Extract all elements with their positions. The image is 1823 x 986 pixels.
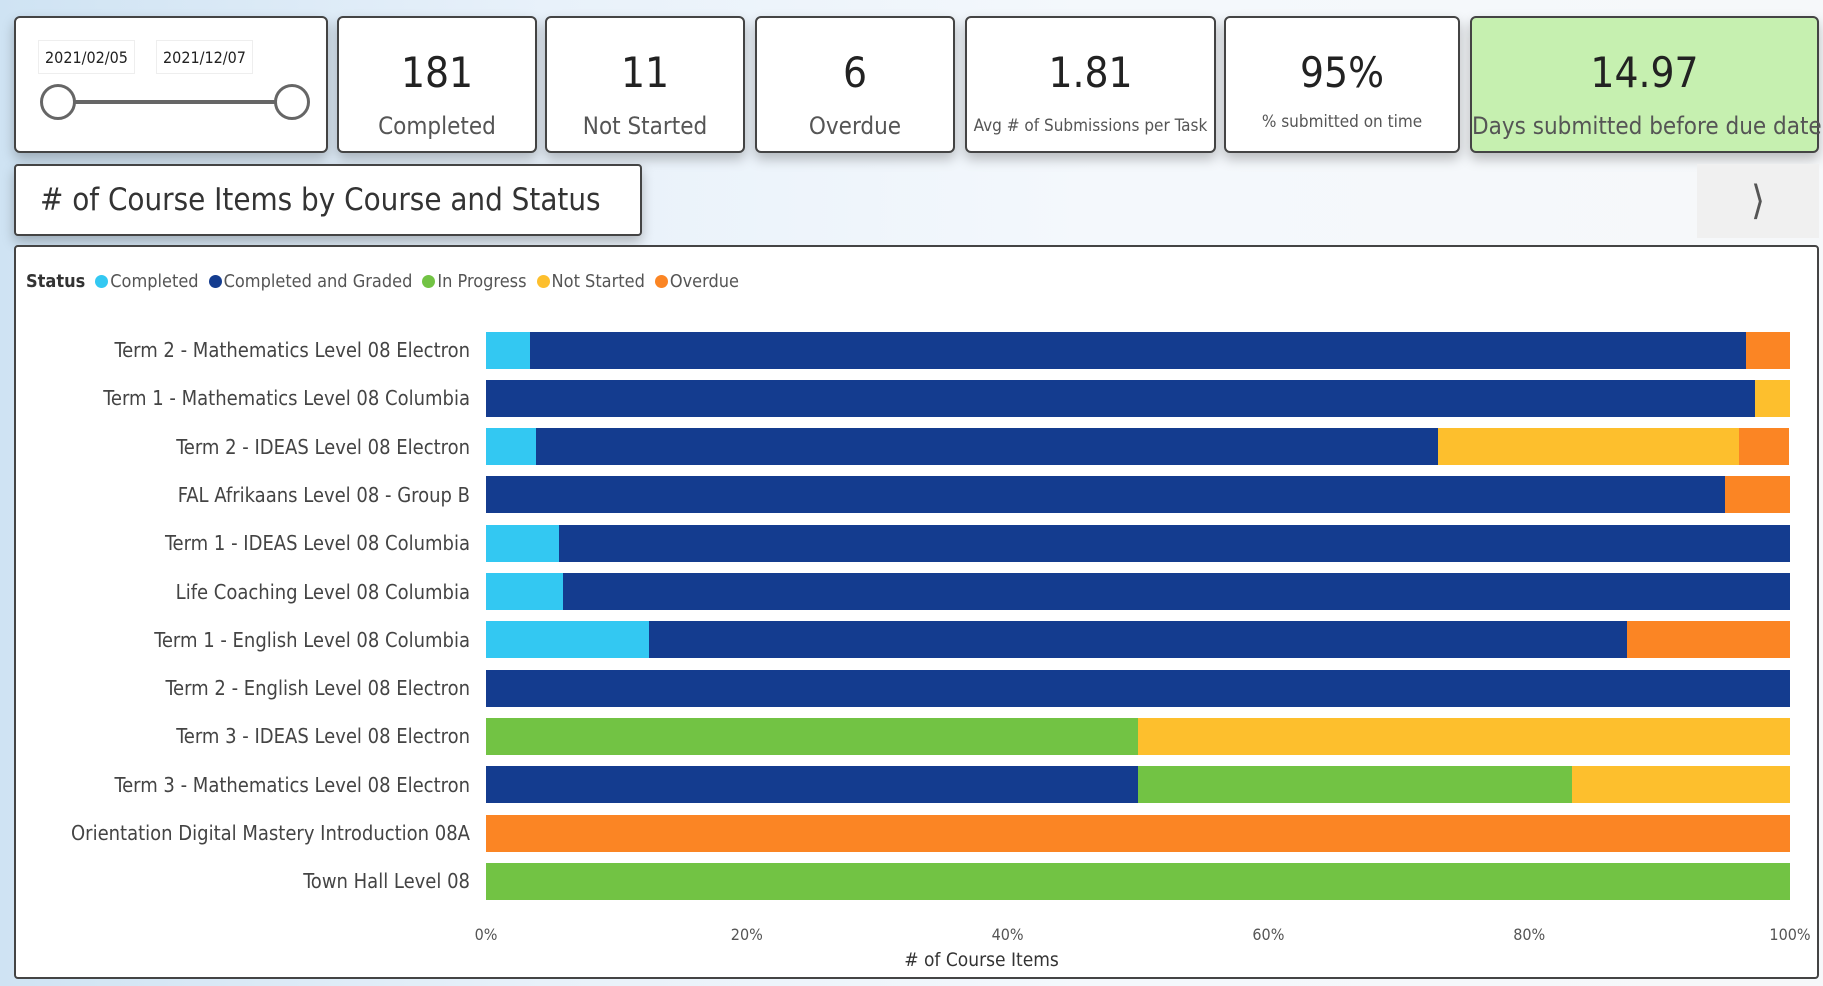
category-label: Term 2 - IDEAS Level 08 Electron bbox=[176, 434, 470, 459]
legend-item[interactable]: In Progress bbox=[422, 271, 527, 292]
slider-track[interactable] bbox=[68, 100, 288, 104]
kpi-label: Overdue bbox=[808, 112, 902, 140]
x-tick-label: 80% bbox=[1513, 925, 1546, 944]
legend-item[interactable]: Overdue bbox=[654, 271, 740, 292]
bar-segment-overdue[interactable] bbox=[1627, 621, 1790, 659]
category-label: Term 3 - Mathematics Level 08 Electron bbox=[114, 772, 470, 797]
chart-title: # of Course Items by Course and Status bbox=[14, 164, 642, 236]
category-label: Term 1 - IDEAS Level 08 Columbia bbox=[164, 531, 470, 556]
kpi-completed: 181 Completed bbox=[337, 16, 537, 153]
x-axis-title: # of Course Items bbox=[904, 949, 1059, 971]
bar-segment-not-started[interactable] bbox=[1754, 379, 1790, 417]
legend-label: Overdue bbox=[669, 271, 740, 292]
kpi-value: 14.97 bbox=[1590, 48, 1699, 97]
date-range-slider: 2021/02/05 2021/12/07 bbox=[14, 16, 328, 153]
bar-segment-completed-and-graded[interactable] bbox=[535, 428, 1438, 466]
kpi-value: 1.81 bbox=[1048, 48, 1133, 97]
kpi-overdue: 6 Overdue bbox=[755, 16, 955, 153]
legend-dot-icon bbox=[536, 275, 550, 288]
legend-dot-icon bbox=[654, 275, 668, 288]
category-label: Term 3 - IDEAS Level 08 Electron bbox=[176, 724, 470, 749]
bar-segment-completed-and-graded[interactable] bbox=[486, 766, 1138, 804]
x-tick-label: 60% bbox=[1252, 925, 1285, 944]
bar-segment-completed-and-graded[interactable] bbox=[562, 573, 1790, 610]
bar-segment-completed-and-graded[interactable] bbox=[559, 524, 1790, 562]
x-tick-label: 0% bbox=[474, 925, 498, 944]
bar-segment-completed[interactable] bbox=[486, 524, 560, 562]
kpi-days-before-due: 14.97 Days submitted before due date bbox=[1470, 16, 1822, 153]
stacked-bar-chart: Status Completed Completed and Graded In P… bbox=[14, 245, 1819, 979]
bar-segment-not-started[interactable] bbox=[1138, 717, 1790, 755]
kpi-label: Avg # of Submissions per Task bbox=[973, 116, 1208, 136]
kpi-value: 6 bbox=[842, 48, 868, 97]
category-label: Town Hall Level 08 bbox=[303, 869, 470, 894]
bar-segment-completed[interactable] bbox=[486, 428, 536, 466]
x-tick-label: 20% bbox=[730, 925, 763, 944]
kpi-label: Completed bbox=[378, 112, 496, 140]
kpi-avg-submissions: 1.81 Avg # of Submissions per Task bbox=[965, 16, 1216, 153]
category-label: Term 1 - Mathematics Level 08 Columbia bbox=[103, 386, 470, 411]
legend-item[interactable]: Not Started bbox=[536, 271, 645, 292]
legend-item[interactable]: Completed and Graded bbox=[208, 271, 413, 292]
bar-segment-completed-and-graded[interactable] bbox=[649, 621, 1627, 659]
category-label: FAL Afrikaans Level 08 - Group B bbox=[177, 482, 470, 507]
x-tick-label: 100% bbox=[1769, 925, 1811, 944]
kpi-label: Not Started bbox=[582, 112, 708, 140]
kpi-value: 95% bbox=[1300, 48, 1384, 97]
bar-segment-completed[interactable] bbox=[486, 331, 531, 369]
bar-segment-completed[interactable] bbox=[486, 573, 563, 610]
bar-segment-overdue[interactable] bbox=[1745, 331, 1790, 369]
bar-segment-completed-and-graded[interactable] bbox=[486, 379, 1755, 417]
kpi-value: 11 bbox=[620, 48, 670, 97]
legend: Status Completed Completed and Graded In P… bbox=[26, 271, 745, 292]
legend-item[interactable]: Completed bbox=[95, 271, 199, 292]
category-label: Life Coaching Level 08 Columbia bbox=[175, 579, 470, 604]
start-date-input[interactable]: 2021/02/05 bbox=[38, 40, 135, 74]
x-tick-label: 40% bbox=[991, 925, 1024, 944]
legend-title: Status bbox=[26, 271, 86, 292]
bar-segment-completed[interactable] bbox=[486, 621, 649, 659]
bar-segment-in-progress[interactable] bbox=[1138, 766, 1573, 804]
legend-dot-icon bbox=[422, 275, 436, 288]
legend-dot-icon bbox=[95, 275, 109, 288]
category-label: Term 1 - English Level 08 Columbia bbox=[154, 627, 470, 652]
chevron-right-icon: ⟩ bbox=[1750, 178, 1766, 224]
bar-segment-completed-and-graded[interactable] bbox=[530, 331, 1746, 369]
bar-segment-in-progress[interactable] bbox=[486, 717, 1138, 755]
kpi-not-started: 11 Not Started bbox=[545, 16, 745, 153]
kpi-label: Days submitted before due date bbox=[1472, 112, 1822, 140]
legend-label: In Progress bbox=[437, 271, 527, 292]
kpi-label: % submitted on time bbox=[1261, 112, 1423, 132]
legend-dot-icon bbox=[208, 275, 222, 288]
legend-label: Not Started bbox=[551, 271, 645, 292]
bar-segment-completed-and-graded[interactable] bbox=[486, 476, 1725, 514]
legend-label: Completed and Graded bbox=[223, 271, 413, 292]
bar-segment-completed-and-graded[interactable] bbox=[486, 669, 1790, 707]
bar-segment-overdue[interactable] bbox=[486, 814, 1790, 852]
bar-segment-not-started[interactable] bbox=[1572, 766, 1790, 804]
bar-segment-overdue[interactable] bbox=[1724, 476, 1790, 514]
category-label: Orientation Digital Mastery Introduction… bbox=[71, 821, 470, 845]
bar-segment-in-progress[interactable] bbox=[486, 862, 1790, 900]
kpi-submitted-on-time: 95% % submitted on time bbox=[1224, 16, 1460, 153]
slider-start-handle[interactable] bbox=[40, 84, 76, 120]
end-date-input[interactable]: 2021/12/07 bbox=[156, 40, 253, 74]
category-label: Term 2 - English Level 08 Electron bbox=[165, 676, 470, 701]
bar-segment-overdue[interactable] bbox=[1739, 428, 1789, 466]
category-label: Term 2 - Mathematics Level 08 Electron bbox=[114, 338, 470, 362]
kpi-value: 181 bbox=[400, 48, 474, 97]
legend-label: Completed bbox=[110, 271, 199, 292]
slider-end-handle[interactable] bbox=[274, 84, 310, 120]
bar-segment-not-started[interactable] bbox=[1437, 428, 1740, 466]
next-page-button[interactable]: ⟩ bbox=[1697, 164, 1819, 238]
